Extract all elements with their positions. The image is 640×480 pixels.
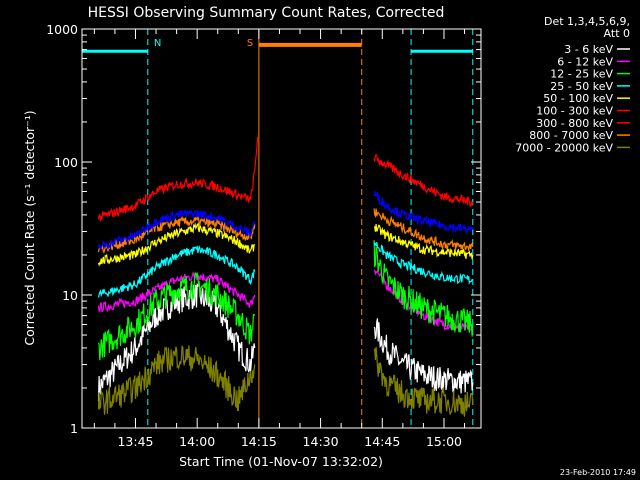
x-tick-label: 14:45 bbox=[364, 434, 400, 449]
x-tick-label: 14:30 bbox=[303, 434, 339, 449]
legend-header-line-2: Att 0 bbox=[604, 27, 630, 40]
flag-label-saa: S bbox=[247, 38, 253, 49]
legend-label: 6 - 12 keV bbox=[557, 55, 613, 68]
legend-label: 12 - 25 keV bbox=[550, 68, 613, 81]
legend-label: 300 - 800 keV bbox=[536, 117, 613, 130]
legend-label: 800 - 7000 keV bbox=[529, 129, 613, 142]
series-line-9-1 bbox=[373, 190, 474, 235]
series-layer bbox=[97, 136, 474, 417]
legend-label: 7000 - 20000 keV bbox=[515, 141, 613, 154]
plot-frame bbox=[81, 28, 482, 429]
series-line-4-0 bbox=[97, 222, 256, 267]
legend-label: 100 - 300 keV bbox=[536, 105, 613, 118]
series-line-3-1 bbox=[373, 242, 473, 285]
date-stamp: 23-Feb-2010 17:49 bbox=[560, 468, 636, 477]
x-tick-label: 14:15 bbox=[241, 434, 277, 449]
x-tick-label: 13:45 bbox=[117, 434, 153, 449]
x-tick-label: 14:00 bbox=[179, 434, 215, 449]
series-line-9-0 bbox=[97, 209, 256, 251]
series-line-0-0 bbox=[97, 280, 256, 402]
y-axis-label: Corrected Count Rate (s⁻¹ detector⁻¹) bbox=[22, 110, 37, 345]
axes-layer: 1 10 100 1000 13:45 14:00 14:15 14:30 14:45 15:00 bbox=[46, 22, 482, 449]
flag-label-night: N bbox=[154, 38, 161, 49]
series-line-1-0 bbox=[97, 270, 256, 313]
legend-label: 3 - 6 keV bbox=[564, 43, 613, 56]
series-line-2-1 bbox=[373, 240, 474, 337]
x-axis-label: Start Time (01-Nov-07 13:32:02) bbox=[179, 454, 383, 469]
y-tick-label: 10 bbox=[62, 288, 78, 303]
chart-title: HESSI Observing Summary Count Rates, Cor… bbox=[88, 5, 445, 21]
series-line-5-0 bbox=[97, 136, 259, 222]
series-line-5-1 bbox=[373, 154, 474, 208]
series-line-4-1 bbox=[374, 223, 474, 260]
y-tick-label: 1 bbox=[70, 421, 78, 436]
y-tick-label: 100 bbox=[54, 155, 78, 170]
series-line-2-0 bbox=[97, 272, 256, 361]
series-line-8-0 bbox=[97, 345, 256, 415]
legend-label: 50 - 100 keV bbox=[543, 92, 613, 105]
series-line-7-1 bbox=[373, 208, 474, 251]
legend-label: 25 - 50 keV bbox=[550, 80, 613, 93]
series-line-3-0 bbox=[97, 244, 256, 298]
series-line-0-1 bbox=[373, 318, 474, 394]
series-line-7-0 bbox=[97, 215, 256, 254]
legend-header-line-1: Det 1,3,4,5,6,9, bbox=[544, 15, 630, 28]
x-tick-label: 15:00 bbox=[426, 434, 462, 449]
y-tick-label: 1000 bbox=[46, 22, 78, 37]
series-line-8-1 bbox=[373, 347, 474, 417]
